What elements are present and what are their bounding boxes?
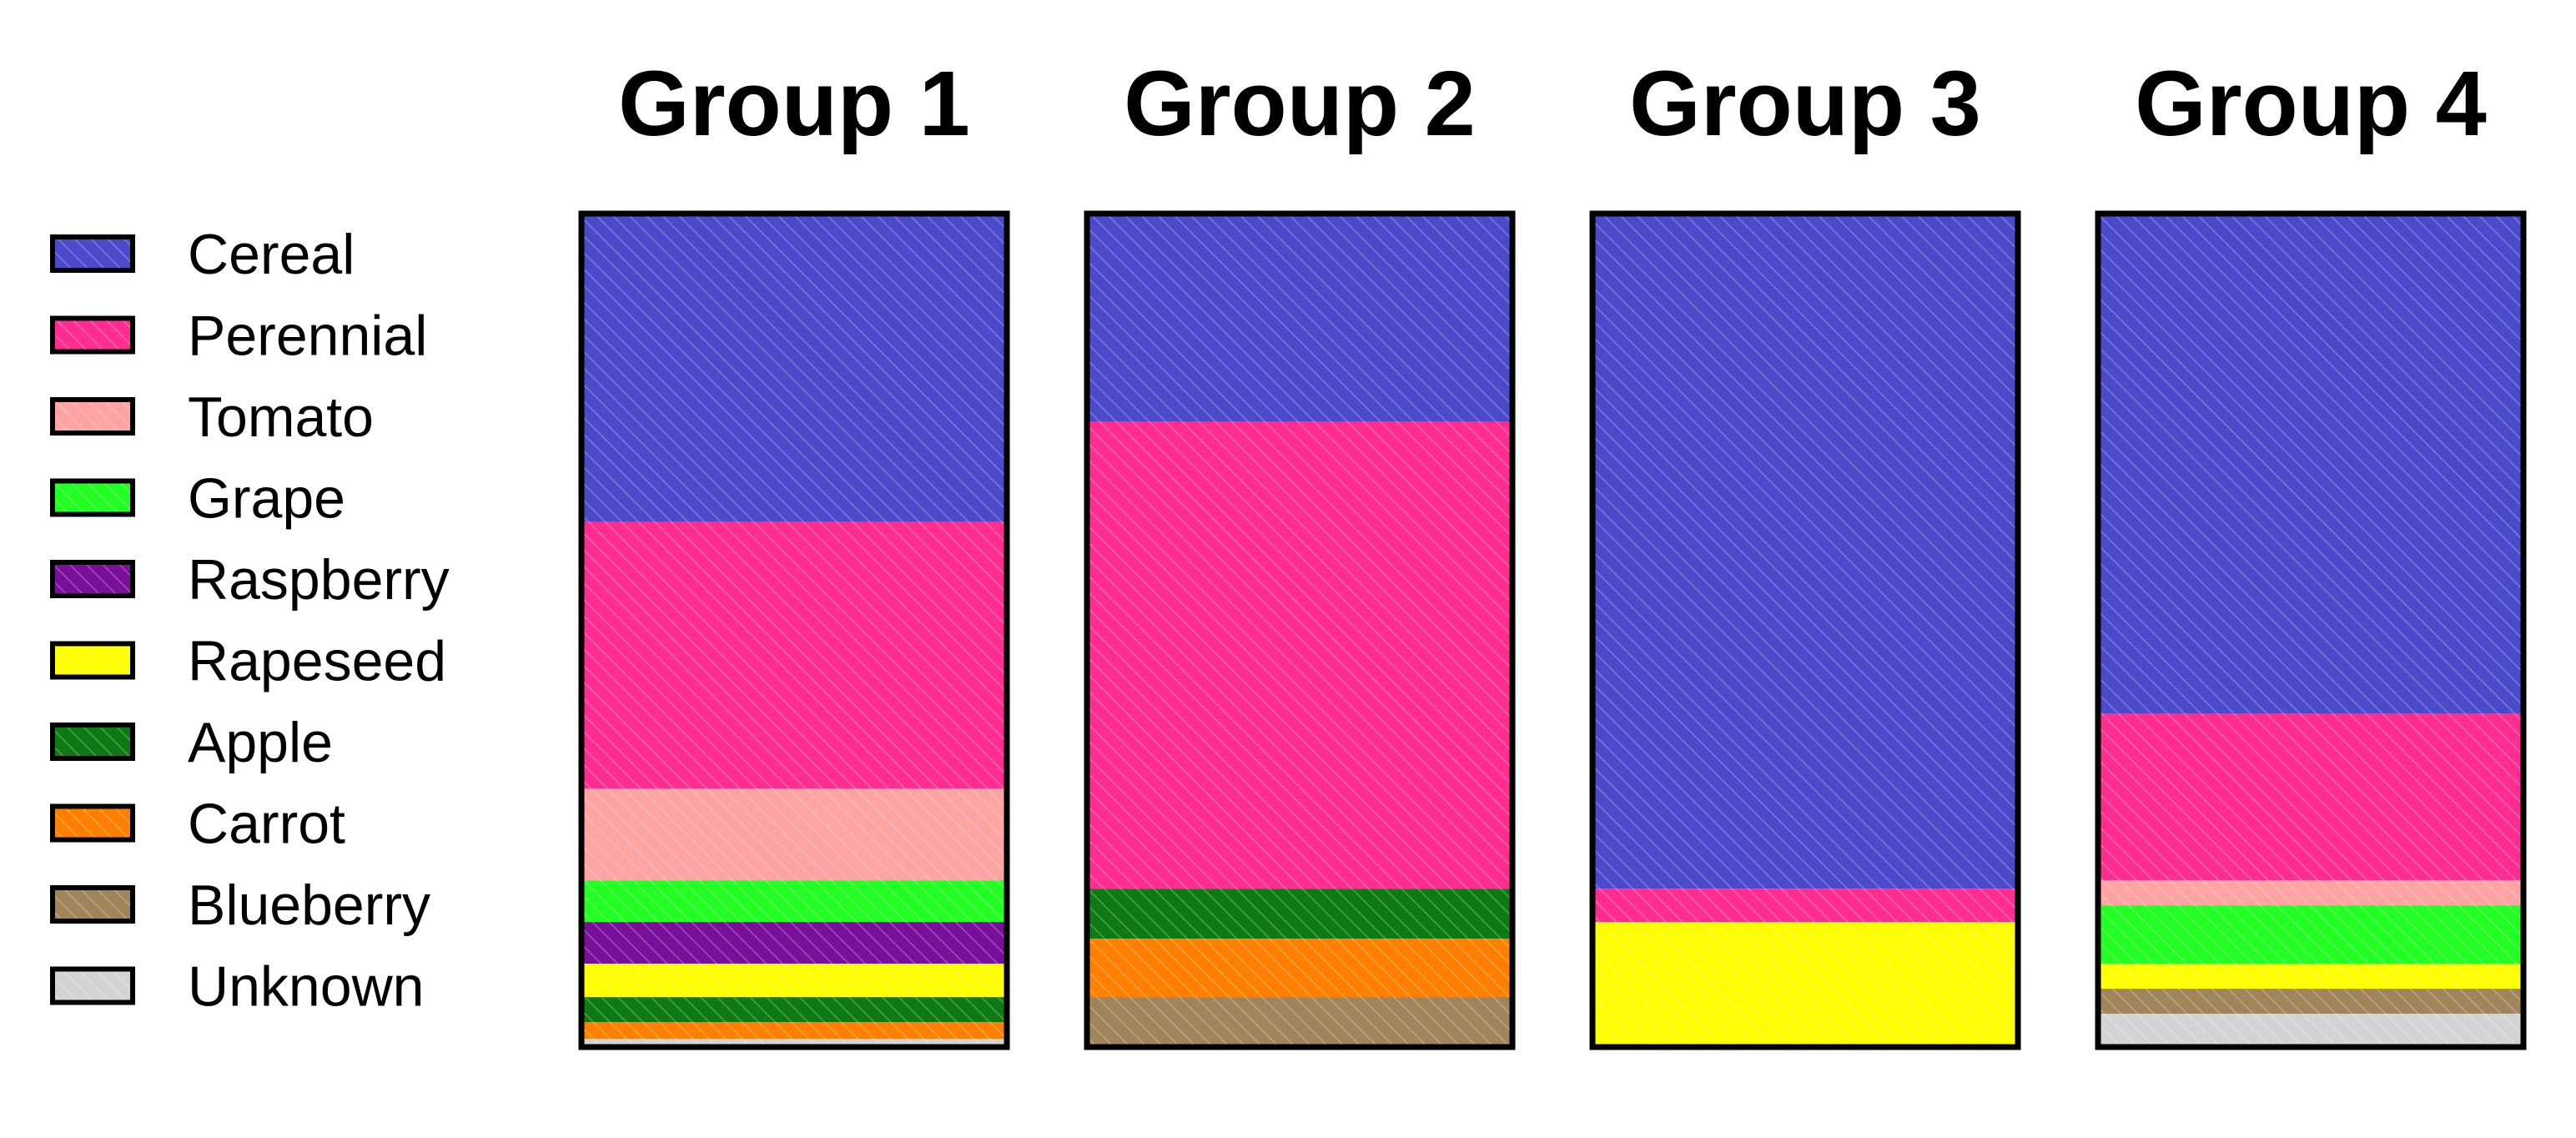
legend-swatch-border	[50, 723, 135, 761]
legend-swatch-hatch	[53, 888, 133, 921]
group-title: Group 2	[1124, 53, 1476, 155]
bar-group: Group 2	[1084, 53, 1516, 1050]
legend-swatch-hatch	[53, 562, 133, 596]
legend-swatch-border	[50, 315, 135, 355]
bar-segment-hatch	[581, 880, 1007, 923]
legend-item: Rapeseed	[50, 630, 446, 693]
bar-outline	[2095, 210, 2527, 1050]
group-title: Group 4	[2135, 53, 2487, 155]
bar-groups: Group 1 Group 2 Group 3 Group 4	[578, 53, 2527, 1050]
legend-swatch-border	[50, 560, 135, 598]
legend: Cereal Perennial Tomato Grape Raspberry Rapes…	[50, 223, 450, 1019]
bar-outline	[578, 210, 1010, 1050]
bar-segment-hatch	[1592, 922, 2018, 1047]
legend-label: Raspberry	[188, 548, 450, 612]
group-title: Group 3	[1629, 53, 1981, 155]
bar-segment-hatch	[1592, 214, 2018, 889]
legend-item: Blueberry	[50, 874, 430, 937]
bar-segment-hatch	[2098, 713, 2523, 881]
legend-swatch-border	[50, 641, 135, 680]
legend-swatch-hatch	[53, 725, 133, 758]
legend-item: Unknown	[50, 955, 425, 1019]
legend-swatch-border	[50, 803, 135, 843]
legend-swatch-hatch	[53, 643, 133, 677]
bar-group: Group 3	[1589, 53, 2021, 1050]
legend-swatch-border	[50, 478, 135, 517]
bar-segment-hatch	[1087, 214, 1512, 422]
group-title: Group 1	[618, 53, 970, 155]
bar-segment-hatch	[1087, 889, 1512, 939]
bar-group: Group 1	[578, 53, 1010, 1050]
bar-segment-hatch	[2098, 1014, 2523, 1047]
legend-label: Unknown	[188, 955, 425, 1019]
legend-swatch-hatch	[53, 806, 133, 840]
legend-item: Perennial	[50, 305, 427, 368]
bar-segment-hatch	[581, 997, 1007, 1023]
legend-label: Carrot	[188, 793, 345, 856]
legend-label: Perennial	[188, 305, 427, 368]
legend-item: Grape	[50, 467, 345, 531]
legend-swatch-border	[50, 885, 135, 924]
bar-segment-hatch	[581, 521, 1007, 789]
legend-swatch-border	[50, 397, 135, 436]
bar-segment-hatch	[581, 922, 1007, 964]
legend-label: Apple	[188, 711, 333, 774]
legend-swatch-hatch	[53, 969, 133, 1003]
bar-segment-hatch	[581, 788, 1007, 881]
bar-segment-hatch	[1087, 997, 1512, 1047]
bar-segment-hatch	[581, 214, 1007, 522]
bar-group: Group 4	[2095, 53, 2527, 1050]
bar-segment-hatch	[1087, 939, 1512, 998]
bar-segment-hatch	[581, 1022, 1007, 1040]
bar-segment-hatch	[2098, 214, 2523, 714]
bar-segment-hatch	[2098, 880, 2523, 906]
legend-swatch-hatch	[53, 237, 133, 270]
legend-item: Carrot	[50, 793, 345, 856]
bar-segment-hatch	[1087, 421, 1512, 889]
legend-swatch-hatch	[53, 481, 133, 515]
legend-label: Tomato	[188, 385, 374, 449]
legend-swatch-hatch	[53, 318, 133, 352]
legend-swatch-border	[50, 966, 135, 1005]
bar-outline	[1084, 210, 1516, 1050]
legend-item: Raspberry	[50, 548, 450, 612]
legend-item: Cereal	[50, 223, 355, 286]
bar-segment-hatch	[2098, 905, 2523, 964]
legend-label: Rapeseed	[188, 630, 446, 693]
legend-item: Tomato	[50, 385, 374, 449]
legend-swatch-hatch	[53, 400, 133, 433]
legend-swatch-border	[50, 234, 135, 273]
legend-item: Apple	[50, 711, 333, 774]
bar-segment-hatch	[2098, 989, 2523, 1015]
legend-label: Blueberry	[188, 874, 430, 937]
bar-segment-hatch	[1592, 889, 2018, 923]
bar-outline	[1589, 210, 2021, 1050]
bar-segment-hatch	[581, 1039, 1007, 1047]
legend-label: Cereal	[188, 223, 355, 286]
legend-label: Grape	[188, 467, 345, 531]
bar-segment-hatch	[581, 964, 1007, 998]
bar-segment-hatch	[2098, 964, 2523, 989]
